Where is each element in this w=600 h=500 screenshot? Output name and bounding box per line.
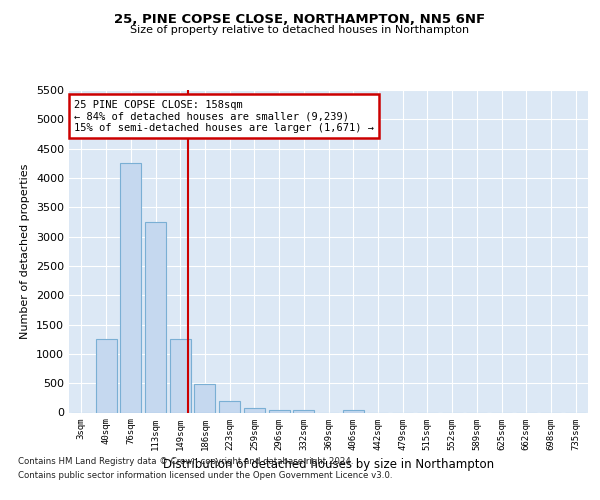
Bar: [194, 384, 215, 412]
Bar: [343, 410, 364, 412]
Bar: [293, 410, 314, 412]
Bar: [244, 408, 265, 412]
X-axis label: Distribution of detached houses by size in Northampton: Distribution of detached houses by size …: [163, 458, 494, 471]
Text: Size of property relative to detached houses in Northampton: Size of property relative to detached ho…: [130, 25, 470, 35]
Text: Contains HM Land Registry data © Crown copyright and database right 2024.: Contains HM Land Registry data © Crown c…: [18, 458, 353, 466]
Bar: [145, 222, 166, 412]
Y-axis label: Number of detached properties: Number of detached properties: [20, 164, 31, 339]
Bar: [95, 339, 116, 412]
Text: 25 PINE COPSE CLOSE: 158sqm
← 84% of detached houses are smaller (9,239)
15% of : 25 PINE COPSE CLOSE: 158sqm ← 84% of det…: [74, 100, 374, 133]
Bar: [219, 401, 240, 412]
Text: Contains public sector information licensed under the Open Government Licence v3: Contains public sector information licen…: [18, 471, 392, 480]
Bar: [269, 410, 290, 412]
Bar: [120, 164, 141, 412]
Text: 25, PINE COPSE CLOSE, NORTHAMPTON, NN5 6NF: 25, PINE COPSE CLOSE, NORTHAMPTON, NN5 6…: [115, 13, 485, 26]
Bar: [170, 339, 191, 412]
